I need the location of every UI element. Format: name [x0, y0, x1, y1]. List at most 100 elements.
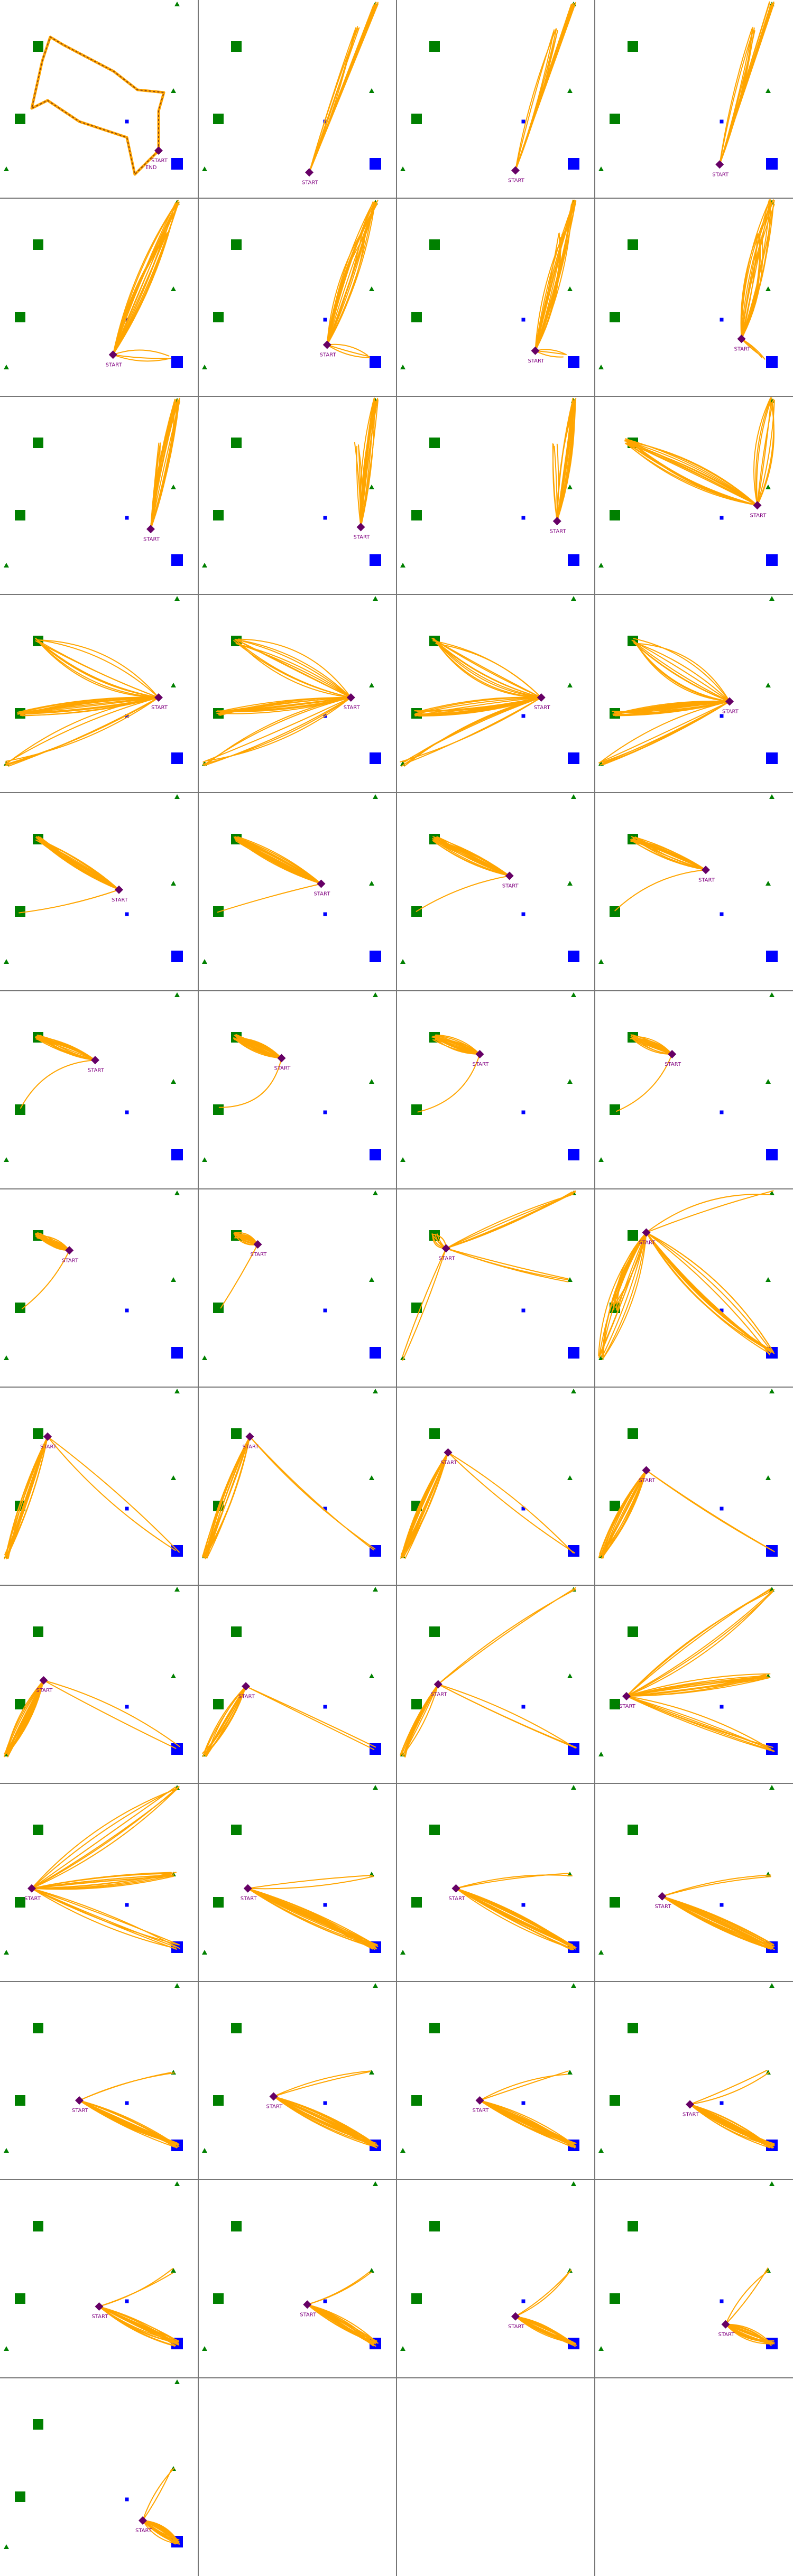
start-marker [65, 1246, 74, 1255]
triangle-bottom-left [400, 959, 405, 964]
triangle-right [766, 2070, 771, 2075]
triangle-right [171, 683, 176, 687]
triangle-bottom-left [4, 563, 9, 568]
blue-square-goal [370, 1149, 381, 1160]
trajectory-path [741, 234, 758, 340]
trajectory-path [5, 1680, 44, 1754]
trajectory-path [632, 1038, 673, 1055]
trajectory-path [31, 1873, 173, 1889]
triangle-bottom-left [400, 1950, 405, 1955]
blue-square-small [125, 1903, 129, 1907]
blue-square-goal [171, 554, 183, 566]
trajectory-path [434, 639, 542, 698]
start-marker [75, 2096, 84, 2105]
start-label: START [151, 705, 168, 711]
trajectory-path [98, 2268, 173, 2307]
trajectory-path [150, 401, 180, 530]
panel-canvas: START [202, 2, 381, 185]
triangle-top-right [373, 1191, 378, 1195]
green-square-left [213, 1303, 224, 1313]
triangle-top-right [571, 596, 576, 601]
trajectory-path [634, 839, 706, 871]
blue-square-goal [766, 554, 778, 566]
trajectory-path [47, 1436, 180, 1553]
green-square-top [231, 41, 242, 52]
triangle-bottom-left [400, 1355, 405, 1360]
start-label: START [24, 1896, 41, 1902]
trajectory-path [626, 1696, 771, 1750]
trajectory-path [247, 1887, 375, 1946]
trajectory-path [204, 1436, 251, 1558]
trajectory-path [436, 641, 542, 698]
blue-square-goal [370, 158, 381, 170]
triangle-bottom-left [202, 1950, 207, 1955]
trajectory-path [616, 701, 730, 714]
trajectory-path [236, 643, 352, 698]
green-square-left [213, 1104, 224, 1115]
green-square-top [429, 2023, 440, 2033]
trajectory-path [216, 697, 352, 712]
trajectory-path [661, 1874, 771, 1897]
trajectory-path [20, 1059, 96, 1109]
green-square-left [213, 510, 224, 520]
trajectory-path [202, 1686, 246, 1756]
trajectory-path [445, 1193, 574, 1249]
triangle-top-right [769, 2181, 774, 2186]
trajectory-path [437, 1684, 576, 1749]
trajectory-path [205, 1436, 251, 1555]
green-square-left [15, 1897, 25, 1908]
start-label: START [639, 1240, 656, 1246]
row-divider [0, 2179, 793, 2180]
trajectory-path [7, 1436, 48, 1556]
green-square-left [610, 1104, 620, 1115]
blue-square-goal [766, 158, 778, 170]
panel-canvas: START [202, 397, 381, 568]
start-marker [668, 1050, 677, 1058]
triangle-top-right [174, 1587, 180, 1592]
panel-canvas: START [202, 794, 381, 964]
panel-canvas: START [400, 1190, 579, 1361]
trajectory-path [432, 836, 510, 877]
trajectory-path [626, 1696, 774, 1752]
start-marker [146, 525, 155, 534]
green-square-top [628, 1230, 638, 1241]
start-marker [243, 1884, 252, 1893]
blue-square-small [720, 1903, 724, 1907]
panel-canvas: START [598, 397, 778, 568]
start-label: START [251, 1252, 268, 1258]
trajectory-path [719, 29, 753, 165]
trajectory-path [6, 697, 159, 764]
trajectory-path [614, 869, 706, 912]
green-square-top [231, 438, 242, 448]
start-label: START [439, 1256, 456, 1262]
trajectory-path [31, 1786, 176, 1889]
trajectory-path [626, 1590, 773, 1697]
triangle-right [766, 485, 771, 489]
blue-square-small [323, 1705, 327, 1709]
trajectory-panel-2: START [198, 0, 396, 198]
panel-canvas: START [598, 2181, 778, 2351]
trajectory-path [628, 439, 758, 506]
blue-square-small [521, 318, 525, 322]
trajectory-path [626, 1676, 767, 1697]
trajectory-path [79, 2100, 178, 2146]
triangle-top-right [769, 1191, 774, 1195]
blue-square-goal [171, 1149, 183, 1160]
trajectory-panel-46: START [198, 2180, 396, 2378]
trajectory-path [432, 1036, 481, 1055]
green-square-left [610, 1501, 620, 1511]
trajectory-panel-28: START [595, 1189, 793, 1387]
trajectory-path [142, 2520, 176, 2543]
trajectory-path [17, 697, 159, 715]
panel-canvas: START [598, 1190, 778, 1360]
triangle-right [567, 1277, 573, 1282]
trajectory-panel-32: START [595, 1387, 793, 1585]
trajectory-path [741, 204, 771, 340]
triangle-right [766, 286, 771, 291]
trajectory-panel-47: START [396, 2180, 595, 2378]
trajectory-path [236, 639, 352, 698]
start-label: START [473, 2108, 490, 2114]
blue-square-small [521, 2101, 525, 2105]
trajectory-path [307, 2304, 376, 2347]
